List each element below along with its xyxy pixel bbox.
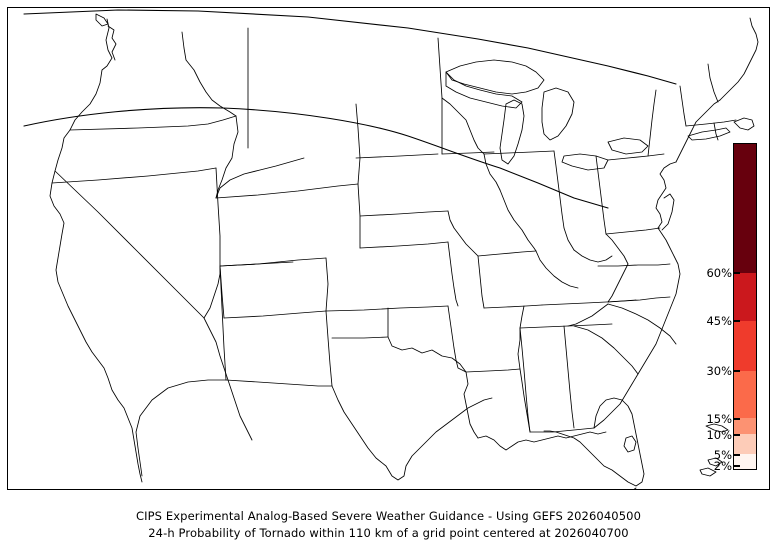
border-ut-co (219, 265, 225, 319)
band-45-60 (734, 273, 756, 321)
border-vt-nh (679, 85, 687, 127)
border-mn-ia (441, 151, 495, 155)
figure-caption: CIPS Experimental Analog-Based Severe We… (0, 508, 777, 542)
border-in-oh (595, 155, 607, 235)
band-10-15 (734, 418, 756, 435)
caption-line-1: CIPS Experimental Analog-Based Severe We… (135, 509, 642, 523)
puget-sound (107, 25, 117, 61)
border-nc-va (597, 263, 671, 267)
border-sd-ne (359, 210, 449, 217)
border-co-ks (325, 257, 329, 312)
coast-texas-gulf (331, 385, 493, 481)
border-ok-tx-panhandle (331, 336, 389, 339)
border-ar-tn-ms (517, 305, 525, 370)
border-tx-la (463, 371, 479, 439)
border-ma-ct-ri (685, 119, 737, 127)
band-2-5 (734, 454, 756, 469)
border-ia-mo (477, 250, 537, 257)
map-background (8, 8, 769, 489)
long-island (687, 127, 731, 141)
border-in-ky (573, 249, 613, 263)
coast-pacific (49, 18, 143, 483)
coast-nj-ny (675, 99, 721, 163)
border-wi-il (483, 150, 555, 155)
bahamas-islands (699, 423, 729, 477)
border-co-nm (223, 310, 327, 319)
state-boundaries (23, 9, 759, 489)
island-vancouver-tip (95, 13, 109, 27)
border-ia-wi (483, 153, 501, 191)
coast-chesapeake (655, 161, 677, 229)
border-la-ar (465, 368, 521, 373)
border-ne-ks (359, 241, 449, 249)
band-30-45 (734, 320, 756, 371)
border-ga-sc (573, 325, 639, 375)
border-ca-nv (54, 170, 205, 319)
border-wv-va (607, 263, 629, 303)
border-ms-al (519, 327, 531, 433)
border-or-ca (51, 167, 217, 184)
band-60-100 (734, 144, 756, 274)
border-mo-ar-s (483, 304, 543, 309)
border-ks-ok (325, 305, 449, 312)
border-ia-ne-mo (447, 210, 479, 257)
border-ok-ar (447, 305, 467, 373)
border-ny-vt-nh (647, 89, 657, 157)
border-pa-ny (607, 153, 665, 161)
border-al-ga (563, 325, 575, 429)
border-nm-mex (225, 379, 333, 387)
border-az-nm (219, 265, 227, 381)
border-mo-ar (477, 255, 485, 309)
lake-erie (561, 153, 609, 171)
map-frame (7, 7, 770, 490)
border-il-in (553, 150, 575, 251)
cape-cod (733, 117, 755, 131)
border-al-fl (529, 427, 595, 433)
coast-florida (543, 397, 645, 487)
border-nh-me (707, 63, 719, 103)
lake-okeechobee (623, 435, 637, 453)
lake-superior (445, 59, 545, 95)
border-il-mo-ky (535, 250, 579, 289)
border-mt-nd (355, 103, 361, 185)
coast-newengland (719, 17, 759, 101)
border-sc-nc (607, 303, 677, 345)
border-va-nc-tn (607, 296, 671, 303)
border-canada (23, 9, 677, 85)
border-mn-wi (441, 97, 485, 155)
border-nv-ut (215, 167, 221, 267)
border-ks-mo (447, 241, 459, 307)
border-ut-az (219, 261, 294, 267)
band-5-10 (734, 434, 756, 455)
border-canada-west-arc (23, 107, 609, 209)
border-oh-pa-wv (605, 233, 629, 265)
border-nm-tx (325, 310, 333, 387)
michigan-up (445, 71, 523, 109)
conus-map (8, 8, 769, 489)
probability-colorbar (733, 143, 757, 470)
border-nc-sc-ga (567, 303, 609, 327)
border-id-wy (215, 157, 305, 199)
coast-louisiana (477, 431, 607, 451)
border-nd-sd (355, 153, 439, 159)
lake-ontario (607, 137, 649, 155)
lake-huron (541, 87, 575, 141)
border-ct-ri (713, 122, 719, 141)
border-id-mt (181, 31, 237, 117)
border-wa-or (69, 115, 237, 131)
border-ia-il (499, 189, 537, 252)
delmarva (661, 193, 675, 231)
caption-line-2: 24-h Probability of Tornado within 110 k… (148, 526, 629, 540)
border-or-id (215, 115, 239, 199)
border-pa-md-wv (605, 227, 661, 235)
lake-michigan (499, 99, 525, 165)
border-wy-sd-ne (357, 183, 361, 249)
coast-atlantic-south (593, 227, 681, 429)
border-mt-wy (215, 183, 359, 199)
band-15-30 (734, 370, 756, 419)
border-az-mex (135, 379, 227, 477)
